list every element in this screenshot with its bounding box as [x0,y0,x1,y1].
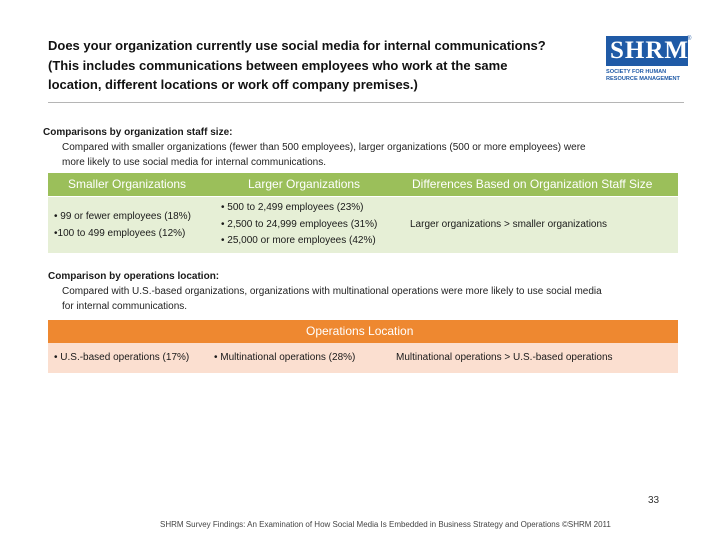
size-table-header: Smaller Organizations Larger Organizatio… [48,173,678,196]
list-item: •100 to 499 employees (12%) [54,227,186,239]
col-operations-location: Operations Location [306,324,414,338]
page-title: Does your organization currently use soc… [48,36,593,95]
col-larger-organizations: Larger Organizations [248,177,361,191]
list-item: • 2,500 to 24,999 employees (31%) [221,218,378,230]
page-number: 33 [648,495,660,506]
title-line: location, different locations or work of… [48,77,418,92]
list-item: • 99 or fewer employees (18%) [54,211,191,222]
title-divider [48,102,684,103]
size-section-text: Compared with smaller organizations (few… [62,141,586,170]
logo-sub-line: SOCIETY FOR HUMAN [606,69,667,75]
size-text-line: more likely to use social media for inte… [62,156,326,168]
logo-box: SHRM [606,36,688,66]
logo-subtitle: SOCIETY FOR HUMAN RESOURCE MANAGEMENT [606,69,690,83]
size-text-line: Compared with smaller organizations (few… [62,142,586,153]
location-section-heading: Comparison by operations location: [48,271,220,282]
location-section-text: Compared with U.S.-based organizations, … [62,285,602,314]
multinational-item: • Multinational operations (28%) [214,352,356,363]
list-item: • 25,000 or more employees (42%) [221,235,376,246]
size-table-body: • 99 or fewer employees (18%) •100 to 49… [48,197,678,253]
shrm-logo: SHRM ® SOCIETY FOR HUMAN RESOURCE MANAGE… [606,36,692,90]
us-based-item: • U.S.-based operations (17%) [54,352,190,363]
location-text-line: for internal communications. [62,300,188,312]
size-section-heading: Comparisons by organization staff size: [43,127,233,138]
size-difference: Larger organizations > smaller organizat… [410,219,608,230]
location-difference: Multinational operations > U.S.-based op… [396,352,613,363]
footer-citation: SHRM Survey Findings: An Examination of … [160,520,611,529]
larger-list: • 500 to 2,499 employees (23%) • 2,500 t… [221,200,377,250]
logo-sub-line: RESOURCE MANAGEMENT [606,76,680,82]
title-line: Does your organization currently use soc… [48,38,546,53]
col-smaller-organizations: Smaller Organizations [68,177,187,191]
title-line: (This includes communications between em… [48,57,508,73]
col-differences: Differences Based on Organization Staff … [412,177,653,191]
list-item: • 500 to 2,499 employees (23%) [221,202,364,213]
registered-mark: ® [687,36,692,42]
logo-letters: SHRM [610,37,689,64]
location-table-body: • U.S.-based operations (17%) • Multinat… [48,343,678,373]
location-table-header: Operations Location [48,320,678,343]
smaller-list: • 99 or fewer employees (18%) •100 to 49… [54,209,191,242]
location-text-line: Compared with U.S.-based organizations, … [62,286,602,297]
